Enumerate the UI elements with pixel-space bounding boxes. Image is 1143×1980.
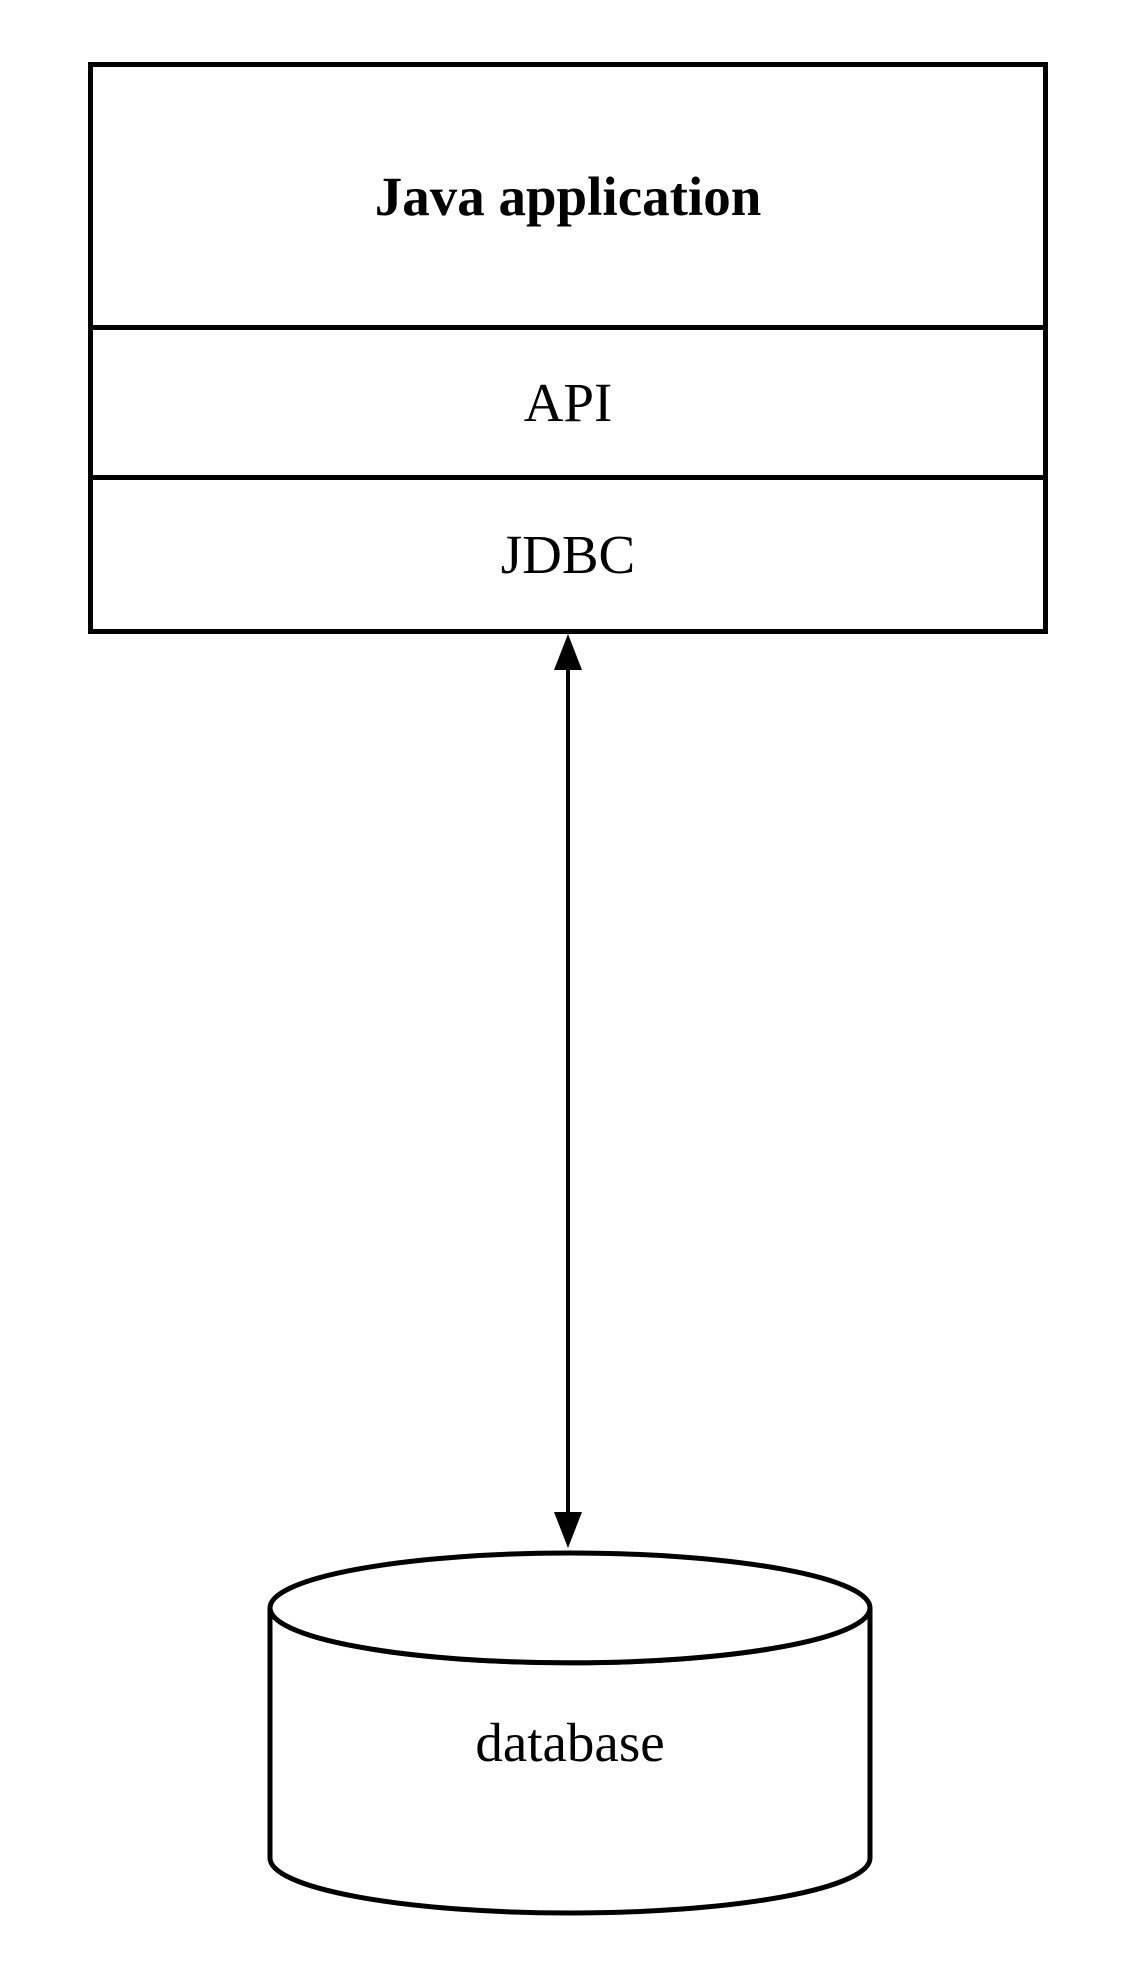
diagram-canvas: Java application API JDBC database <box>0 0 1143 1980</box>
layer-label-java-application: Java application <box>375 165 762 228</box>
connection-arrow <box>566 668 570 1514</box>
layer-java-application: Java application <box>88 62 1048 330</box>
layer-label-api: API <box>524 371 613 434</box>
arrowhead-up-icon <box>554 634 582 670</box>
database-label: database <box>265 1711 875 1774</box>
layer-jdbc: JDBC <box>88 480 1048 634</box>
layer-api: API <box>88 330 1048 480</box>
database-cylinder: database <box>265 1548 875 1918</box>
layer-label-jdbc: JDBC <box>501 523 636 586</box>
arrowhead-down-icon <box>554 1512 582 1548</box>
